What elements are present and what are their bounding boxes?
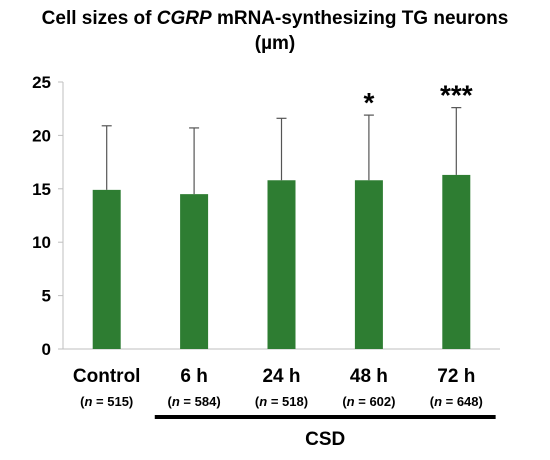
y-tick-label: 10 [32,233,51,252]
csd-bracket-line [154,415,496,419]
x-category-label: 6 h [180,366,207,387]
chart-title-unit: (µm) [254,33,296,54]
sample-size-label: (n = 584) [168,394,221,409]
sample-size-label: (n = 515) [80,394,133,409]
sample-size-label: (n = 518) [255,394,308,409]
bar [180,194,209,349]
y-tick-label: 15 [32,180,51,199]
x-category-label: 72 h [437,366,475,387]
bar [92,189,121,349]
sample-size-label: (n = 648) [430,394,483,409]
y-tick-label: 5 [42,287,51,306]
bar [267,180,296,349]
bar [442,174,471,349]
x-category-label: 48 h [350,366,388,387]
significance-marker: *** [440,80,473,111]
chart-title: Cell sizes of CGRP mRNA-synthesizing TG … [41,8,509,29]
significance-marker: * [363,87,374,118]
x-category-label: Control [73,366,141,387]
x-category-label: 24 h [262,366,300,387]
y-tick-label: 25 [32,73,51,92]
y-tick-label: 20 [32,126,51,145]
sample-size-label: (n = 602) [342,394,395,409]
csd-group-label: CSD [305,429,345,450]
y-tick-label: 0 [42,340,51,359]
bar [354,180,383,349]
